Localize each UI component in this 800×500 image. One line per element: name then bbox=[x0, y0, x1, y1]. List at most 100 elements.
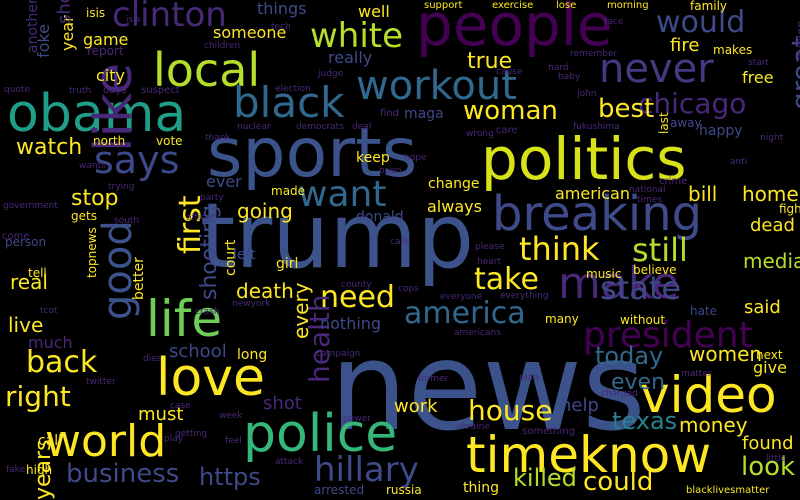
filler-word: case bbox=[170, 401, 191, 411]
word-true: true bbox=[467, 49, 513, 74]
word-police: police bbox=[243, 404, 398, 464]
filler-word: start bbox=[748, 58, 769, 68]
word-call: call bbox=[38, 433, 63, 449]
word-morning: morning bbox=[607, 0, 649, 11]
word-clinton: clinton bbox=[112, 0, 227, 35]
filler-word: south bbox=[114, 216, 140, 226]
filler-word: something bbox=[522, 426, 575, 437]
filler-word: find bbox=[380, 108, 399, 119]
filler-word: hope bbox=[404, 153, 427, 163]
word-today: today bbox=[595, 342, 664, 370]
filler-word: week bbox=[219, 411, 243, 421]
filler-word: charged bbox=[601, 389, 638, 399]
word-made: made bbox=[271, 184, 306, 198]
word-women: women bbox=[689, 342, 763, 366]
word-going: going bbox=[237, 199, 293, 223]
word-russia: russia bbox=[386, 483, 422, 497]
word-work: work bbox=[394, 396, 438, 417]
word-nothing: nothing bbox=[320, 314, 382, 333]
word-maga: maga bbox=[404, 106, 444, 122]
word-bill: bill bbox=[688, 182, 718, 206]
word-think: think bbox=[519, 230, 600, 268]
word-back: back bbox=[26, 345, 98, 380]
word-lose: lose bbox=[556, 0, 577, 11]
word-workout: workout bbox=[356, 63, 517, 109]
word-watch: watch bbox=[16, 135, 83, 160]
filler-word: tech bbox=[271, 22, 291, 32]
word-local: local bbox=[153, 43, 261, 97]
word-person: person bbox=[5, 235, 47, 249]
filler-word: john bbox=[577, 89, 597, 99]
word-exercise: exercise bbox=[492, 0, 534, 11]
filler-word: wrong bbox=[466, 129, 494, 139]
word-time: time bbox=[466, 426, 579, 484]
word-without: without bbox=[620, 313, 666, 327]
word-world: world bbox=[45, 416, 167, 467]
filler-word: remember bbox=[570, 49, 618, 59]
word-state: state bbox=[600, 269, 682, 307]
word-support: support bbox=[424, 0, 463, 11]
word-video: video bbox=[640, 366, 777, 424]
word-still: still bbox=[632, 231, 688, 269]
word-donald: donald bbox=[356, 209, 404, 225]
word-topnews: topnews bbox=[85, 227, 99, 278]
word-president: president bbox=[583, 315, 753, 356]
word-death: death bbox=[236, 279, 294, 303]
word-show: show bbox=[54, 0, 75, 24]
word-hate: hate bbox=[690, 304, 718, 318]
word-high: high bbox=[26, 463, 53, 477]
word-life: life bbox=[146, 290, 223, 348]
word-things: things bbox=[257, 0, 307, 18]
filler-word: plan bbox=[519, 373, 539, 383]
word-home: home bbox=[742, 182, 799, 206]
word-north: north bbox=[93, 134, 126, 148]
word-white: white bbox=[310, 16, 404, 56]
filler-word: hard bbox=[548, 63, 569, 73]
word-stop: stop bbox=[71, 186, 119, 211]
filler-word: government bbox=[3, 201, 58, 211]
word-well: well bbox=[358, 2, 390, 21]
word-game: game bbox=[83, 30, 129, 49]
word-give: give bbox=[753, 358, 787, 377]
word-breaking: breaking bbox=[492, 186, 703, 242]
word-right: right bbox=[5, 380, 71, 413]
word-hillary: hillary bbox=[314, 450, 419, 490]
word-found: found bbox=[742, 433, 794, 454]
word-killed: killed bbox=[513, 464, 577, 492]
word-business: business bbox=[66, 459, 180, 489]
word-american: american bbox=[555, 184, 630, 203]
filler-word: night bbox=[760, 133, 784, 143]
word-really: really bbox=[328, 48, 373, 67]
filler-word: tcot bbox=[40, 306, 58, 316]
filler-word: little bbox=[766, 454, 787, 464]
word-obama: obama bbox=[7, 84, 187, 144]
word-isis: isis bbox=[86, 6, 106, 20]
word-left: left bbox=[233, 247, 256, 263]
word-house: house bbox=[468, 394, 553, 427]
word-love: love bbox=[156, 348, 266, 408]
word-thing: thing bbox=[463, 480, 500, 496]
word-another: another bbox=[25, 0, 41, 53]
filler-word: trying bbox=[108, 182, 135, 192]
word-much: much bbox=[28, 333, 73, 352]
word-free: free bbox=[742, 68, 774, 87]
filler-word: truth bbox=[69, 86, 92, 96]
word-gets: gets bbox=[71, 209, 97, 223]
filler-word: children bbox=[204, 41, 241, 51]
word-shot: shot bbox=[263, 393, 302, 414]
filler-word: campaign bbox=[316, 349, 361, 359]
word-real: real bbox=[10, 270, 48, 294]
word-dead: dead bbox=[750, 215, 795, 236]
filler-word: open bbox=[379, 166, 402, 176]
word-never: never bbox=[599, 46, 714, 92]
word-fire: fire bbox=[670, 35, 700, 56]
filler-word: feel bbox=[225, 436, 242, 446]
word-must: must bbox=[138, 404, 184, 425]
word-girl: girl bbox=[276, 256, 299, 272]
filler-word: attack bbox=[275, 457, 304, 467]
filler-word: please bbox=[475, 242, 505, 252]
filler-word: everything bbox=[500, 291, 549, 301]
filler-word: county bbox=[341, 280, 372, 290]
word-change: change bbox=[428, 176, 480, 192]
word-crime: crime bbox=[659, 176, 688, 187]
